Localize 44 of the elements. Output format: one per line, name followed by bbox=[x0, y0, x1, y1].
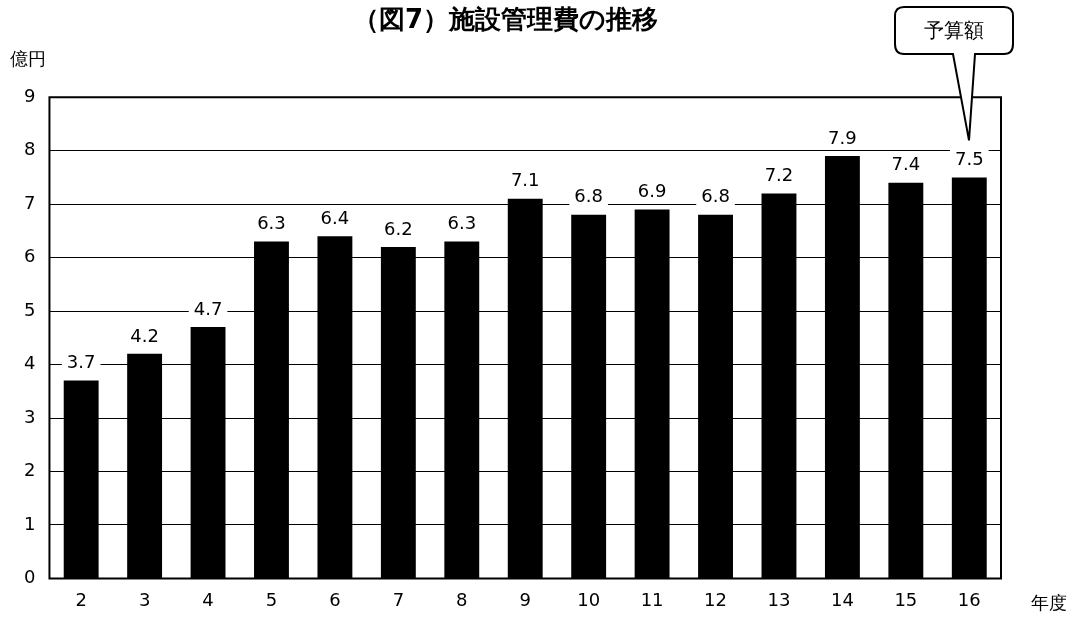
x-tick-label: 9 bbox=[519, 588, 531, 610]
data-label: 3.7 bbox=[66, 351, 96, 373]
x-tick-label: 13 bbox=[767, 588, 791, 610]
x-tick-label: 5 bbox=[265, 588, 278, 610]
y-tick-label: 4 bbox=[24, 352, 36, 374]
y-tick-label: 8 bbox=[24, 138, 36, 160]
x-tick-label: 10 bbox=[577, 588, 601, 610]
x-tick-label: 4 bbox=[202, 588, 214, 610]
x-tick-label: 3 bbox=[138, 588, 151, 610]
data-label: 4.7 bbox=[193, 297, 223, 319]
data-label: 4.2 bbox=[130, 324, 159, 346]
y-tick-label: 2 bbox=[24, 459, 36, 481]
y-tick-label: 0 bbox=[24, 566, 36, 588]
x-tick-label: 16 bbox=[957, 588, 981, 610]
x-tick-label: 6 bbox=[329, 588, 341, 610]
data-label: 6.8 bbox=[701, 185, 730, 207]
x-tick-label: 8 bbox=[456, 588, 468, 610]
x-tick-label: 2 bbox=[75, 588, 87, 610]
data-label: 6.2 bbox=[384, 217, 413, 239]
data-label: 7.1 bbox=[510, 169, 540, 191]
data-label: 6.9 bbox=[637, 180, 667, 202]
data-label: 7.9 bbox=[828, 126, 857, 148]
y-tick-label: 3 bbox=[24, 405, 36, 427]
data-label: 6.3 bbox=[257, 212, 286, 234]
y-tick-label: 6 bbox=[24, 245, 36, 267]
speech-bubble: 予算額 bbox=[894, 6, 1015, 142]
x-tick-label: 7 bbox=[392, 588, 405, 610]
x-axis-title: 年度 bbox=[1031, 592, 1067, 614]
x-tick-label: 12 bbox=[704, 588, 727, 610]
data-label: 7.2 bbox=[764, 164, 794, 186]
data-label: 7.5 bbox=[954, 148, 984, 170]
data-label: 6.8 bbox=[574, 185, 603, 207]
y-tick-label: 7 bbox=[24, 191, 36, 213]
data-label: 6.4 bbox=[320, 206, 350, 228]
y-tick-label: 9 bbox=[24, 84, 36, 106]
y-axis-title: 億円 bbox=[10, 47, 46, 69]
y-tick-label: 5 bbox=[24, 298, 36, 320]
chart-title: （図7）施設管理費の推移 bbox=[352, 4, 659, 35]
x-tick-label: 14 bbox=[830, 588, 854, 610]
y-tick-label: 1 bbox=[24, 512, 36, 534]
x-tick-label: 15 bbox=[894, 588, 918, 610]
data-label: 7.4 bbox=[891, 153, 921, 175]
data-label: 6.3 bbox=[447, 212, 477, 234]
x-tick-label: 11 bbox=[640, 588, 664, 610]
